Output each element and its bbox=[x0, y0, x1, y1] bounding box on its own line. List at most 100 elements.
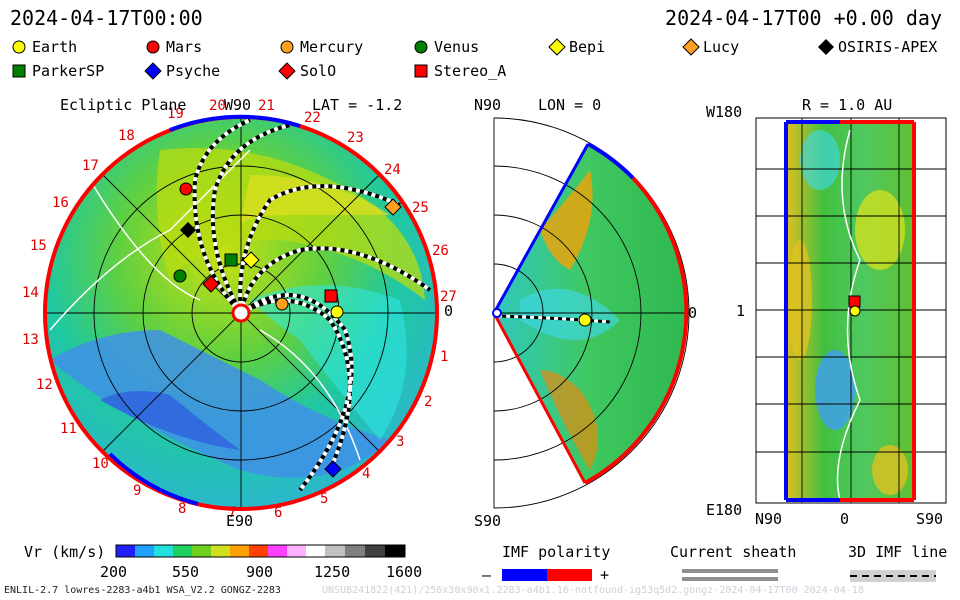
body-parkersp bbox=[224, 253, 238, 267]
carrington-label: 8 bbox=[178, 501, 187, 517]
colorbar-tick: 200 bbox=[100, 563, 128, 581]
ecliptic-right-label: 0 bbox=[444, 302, 454, 320]
meridional-arc-red bbox=[584, 176, 689, 485]
carrington-label: 12 bbox=[36, 377, 53, 393]
carrington-label: 24 bbox=[384, 162, 401, 178]
carrington-label: 6 bbox=[274, 505, 283, 521]
body-mercury bbox=[275, 297, 289, 311]
ecliptic-slow-wind-core bbox=[240, 175, 390, 225]
carrington-label: 23 bbox=[347, 130, 364, 146]
legend-label-stereo-a: Stereo_A bbox=[434, 62, 507, 80]
meridional-earth bbox=[578, 313, 592, 327]
carrington-label: 9 bbox=[133, 483, 142, 499]
carrington-label: 7 bbox=[228, 505, 237, 521]
map-x-mid-label: 0 bbox=[840, 510, 850, 528]
ecliptic-polarity-ring-negative-2 bbox=[108, 452, 199, 506]
meridional-wedge-border-upper bbox=[492, 143, 590, 314]
legend-marker-solo bbox=[278, 62, 296, 80]
carrington-label: 15 bbox=[30, 238, 47, 254]
body-osiris-apex bbox=[180, 222, 196, 238]
ecliptic-top-label: W90 bbox=[224, 96, 252, 114]
legend-marker-stereo-a bbox=[414, 64, 428, 78]
carrington-label: 19 bbox=[167, 106, 184, 122]
legend-label-lucy: Lucy bbox=[703, 38, 740, 56]
legend-label-osiris-apex: OSIRIS-APEX bbox=[838, 38, 938, 56]
map-panel bbox=[755, 117, 947, 504]
carrington-label: 2 bbox=[424, 394, 433, 410]
ecliptic-bottom-label: E90 bbox=[226, 512, 254, 530]
map-r-label: R = 1.0 AU bbox=[802, 96, 893, 114]
colorbar bbox=[115, 544, 406, 558]
legend-marker-lucy bbox=[682, 38, 700, 56]
meridional-right-label: 0 bbox=[688, 304, 698, 322]
legend-label-parkersp: ParkerSP bbox=[32, 62, 105, 80]
carrington-label: 17 bbox=[82, 158, 99, 174]
meridional-high-speed-lower bbox=[540, 370, 598, 470]
body-solo bbox=[202, 275, 220, 293]
footer-model-info: ENLIL-2.7 lowres-2283-a4b1 WSA_V2.2 GONG… bbox=[4, 585, 281, 596]
carrington-label: 11 bbox=[60, 421, 77, 437]
legend-marker-mercury bbox=[280, 40, 294, 54]
carrington-label: 26 bbox=[432, 243, 449, 259]
ecliptic-fast-wind-core bbox=[100, 391, 240, 450]
meridional-panel bbox=[492, 117, 690, 509]
map-y-mid-label: 1 bbox=[736, 302, 746, 320]
ecliptic-field-lines bbox=[192, 118, 432, 492]
footer-run-id: UNSUB241822(421)/256x30x90x1.2283-a4b1.1… bbox=[322, 585, 864, 596]
carrington-label: 10 bbox=[92, 456, 109, 472]
imf-polarity-minus: – bbox=[482, 566, 492, 584]
carrington-label: 4 bbox=[362, 466, 371, 482]
meridional-lon-label: LON = 0 bbox=[538, 96, 602, 114]
carrington-label: 20 bbox=[209, 98, 226, 114]
legend-label-mars: Mars bbox=[166, 38, 203, 56]
meridional-top-label: N90 bbox=[474, 96, 502, 114]
meridional-arc-blue bbox=[587, 142, 635, 180]
map-y-top-label: W180 bbox=[706, 103, 743, 121]
legend-marker-psyche bbox=[144, 62, 162, 80]
meridional-high-speed-upper bbox=[540, 170, 593, 270]
ecliptic-slow-wind-band bbox=[156, 148, 425, 300]
map-frame bbox=[755, 117, 947, 504]
colorbar-label: Vr (km/s) bbox=[24, 543, 106, 561]
body-bepi bbox=[242, 251, 260, 269]
legend-marker-earth bbox=[12, 40, 26, 54]
ecliptic-title: Ecliptic Plane bbox=[60, 96, 187, 114]
imf-polarity-key bbox=[502, 569, 592, 581]
ecliptic-panel bbox=[43, 114, 439, 511]
meridional-bottom-label: S90 bbox=[474, 512, 502, 530]
map-contour bbox=[836, 129, 861, 501]
carrington-label: 13 bbox=[22, 332, 39, 348]
sun-marker bbox=[231, 303, 251, 323]
legend-marker-mars bbox=[146, 40, 160, 54]
body-psyche bbox=[324, 460, 342, 478]
carrington-label: 5 bbox=[320, 491, 329, 507]
legend-marker-osiris-apex bbox=[818, 39, 834, 55]
header-timestamp: 2024-04-17T00:00 bbox=[10, 6, 203, 30]
ecliptic-polarity-ring-negative bbox=[169, 114, 301, 132]
legend-markers bbox=[12, 38, 834, 80]
meridional-wedge-border-lower bbox=[492, 312, 587, 484]
legend-label-solo: SolO bbox=[300, 62, 337, 80]
ecliptic-lat-label: LAT = -1.2 bbox=[312, 96, 403, 114]
colorbar-tick: 550 bbox=[172, 563, 200, 581]
colorbar-tick: 900 bbox=[246, 563, 274, 581]
carrington-label: 1 bbox=[440, 349, 449, 365]
meridional-slow-center bbox=[520, 288, 620, 340]
carrington-label: 14 bbox=[22, 285, 39, 301]
carrington-label: 22 bbox=[304, 110, 321, 126]
map-x-left-label: N90 bbox=[755, 510, 783, 528]
map-stereo-a bbox=[848, 295, 861, 308]
carrington-label: 25 bbox=[412, 200, 429, 216]
colorbar-tick: 1600 bbox=[386, 563, 423, 581]
current-sheath-label: Current sheath bbox=[670, 543, 797, 561]
carrington-label: 16 bbox=[52, 195, 69, 211]
current-sheath-key bbox=[682, 569, 778, 581]
legend-label-earth: Earth bbox=[32, 38, 78, 56]
carrington-label: 18 bbox=[118, 128, 135, 144]
meridional-sun bbox=[492, 308, 502, 318]
body-stereo-a bbox=[324, 289, 338, 303]
carrington-label: 3 bbox=[396, 434, 405, 450]
body-lucy bbox=[384, 198, 402, 216]
carrington-label: 27 bbox=[440, 289, 457, 305]
